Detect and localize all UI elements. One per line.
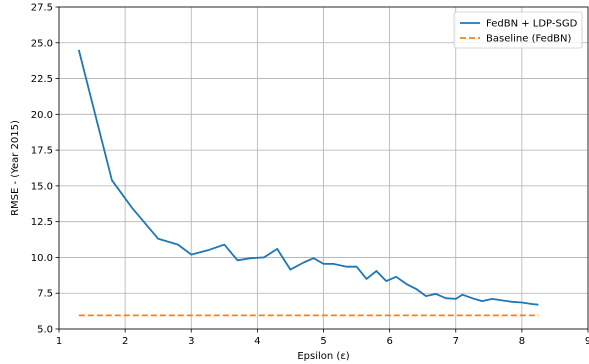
x-tick-label: 1 xyxy=(56,336,62,347)
x-tick-label: 6 xyxy=(386,336,392,347)
axis-ticks: 1 2 3 4 5 6 7 8 9 5.0 7.5 10.0 12.5 15.0 17.5 20.0 22.5 2… xyxy=(31,3,589,348)
y-tick-label: 27.5 xyxy=(31,3,53,14)
legend: FedBN + LDP-SGD Baseline (FedBN) xyxy=(453,11,583,49)
y-tick-label: 12.5 xyxy=(31,217,53,228)
legend-label-1: Baseline (FedBN) xyxy=(486,34,572,45)
x-tick-label: 5 xyxy=(320,336,326,347)
series-layer xyxy=(77,49,539,317)
y-tick-label: 17.5 xyxy=(31,146,53,157)
x-tick-label: 7 xyxy=(453,336,459,347)
y-tick-label: 10.0 xyxy=(31,253,53,264)
x-axis-label: Epsilon (ε) xyxy=(297,351,349,362)
y-tick-label: 7.5 xyxy=(37,289,53,300)
y-tick-label: 25.0 xyxy=(31,38,53,49)
y-tick-label: 15.0 xyxy=(31,181,53,192)
x-tick-label: 8 xyxy=(519,336,525,347)
y-tick-label: 22.5 xyxy=(31,74,53,85)
y-axis-label: RMSE - (Year 2015) xyxy=(10,120,21,216)
y-tick-label: 20.0 xyxy=(31,110,53,121)
x-tick-label: 9 xyxy=(585,336,589,347)
x-tick-label: 4 xyxy=(254,336,260,347)
series-line-0 xyxy=(77,49,539,306)
y-tick-label: 5.0 xyxy=(37,325,53,336)
x-tick-label: 3 xyxy=(188,336,194,347)
x-tick-label: 2 xyxy=(122,336,128,347)
grid-lines xyxy=(58,6,589,330)
legend-label-0: FedBN + LDP-SGD xyxy=(486,19,578,30)
legend-box xyxy=(453,11,583,49)
